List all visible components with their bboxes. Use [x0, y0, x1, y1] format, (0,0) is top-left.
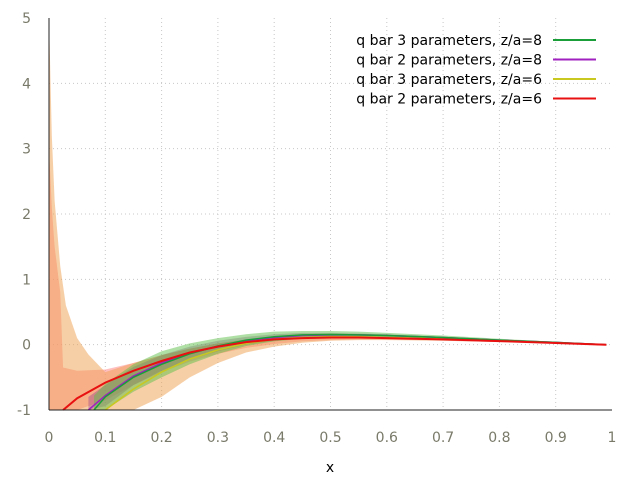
x-tick-label: 0.6: [376, 430, 398, 446]
x-tick-label: 0.5: [319, 430, 341, 446]
tick-labels: 0 0.1 0.2 0.3 0.4 0.5 0.6 0.7 0.8 0.9 1 -1 0 1 2 3 4 5: [17, 11, 616, 446]
axes: [48, 18, 612, 411]
legend-label: q bar 2 parameters, z/a=8: [356, 53, 542, 69]
y-tick-label: 2: [22, 207, 31, 223]
series-line-1: [93, 333, 607, 411]
series-line-4: [62, 336, 607, 411]
y-tick-label: 4: [22, 76, 31, 92]
y-tick-label: 5: [22, 11, 31, 27]
y-tick-label: 1: [22, 272, 31, 288]
x-tick-label: 0.8: [488, 430, 510, 446]
series-lines: [62, 333, 607, 411]
y-tick-label: 0: [22, 338, 31, 354]
y-tick-label: -1: [17, 403, 31, 419]
legend-label: q bar 3 parameters, z/a=6: [356, 72, 542, 88]
x-tick-label: 0.7: [432, 430, 454, 446]
x-axis-label: x: [326, 460, 334, 476]
legend-label: q bar 2 parameters, z/a=6: [356, 92, 542, 108]
x-tick-label: 1: [608, 430, 617, 446]
x-tick-label: 0: [45, 430, 54, 446]
x-tick-label: 0.2: [150, 430, 172, 446]
legend: q bar 3 parameters, z/a=8 q bar 2 paramet…: [356, 33, 596, 108]
y-tick-label: 3: [22, 142, 31, 158]
legend-label: q bar 3 parameters, z/a=8: [356, 33, 542, 49]
x-tick-label: 0.3: [207, 430, 229, 446]
x-tick-label: 0.1: [94, 430, 116, 446]
x-tick-label: 0.9: [545, 430, 567, 446]
grid: [49, 18, 612, 410]
band-1: [94, 330, 607, 410]
x-tick-label: 0.4: [263, 430, 285, 446]
